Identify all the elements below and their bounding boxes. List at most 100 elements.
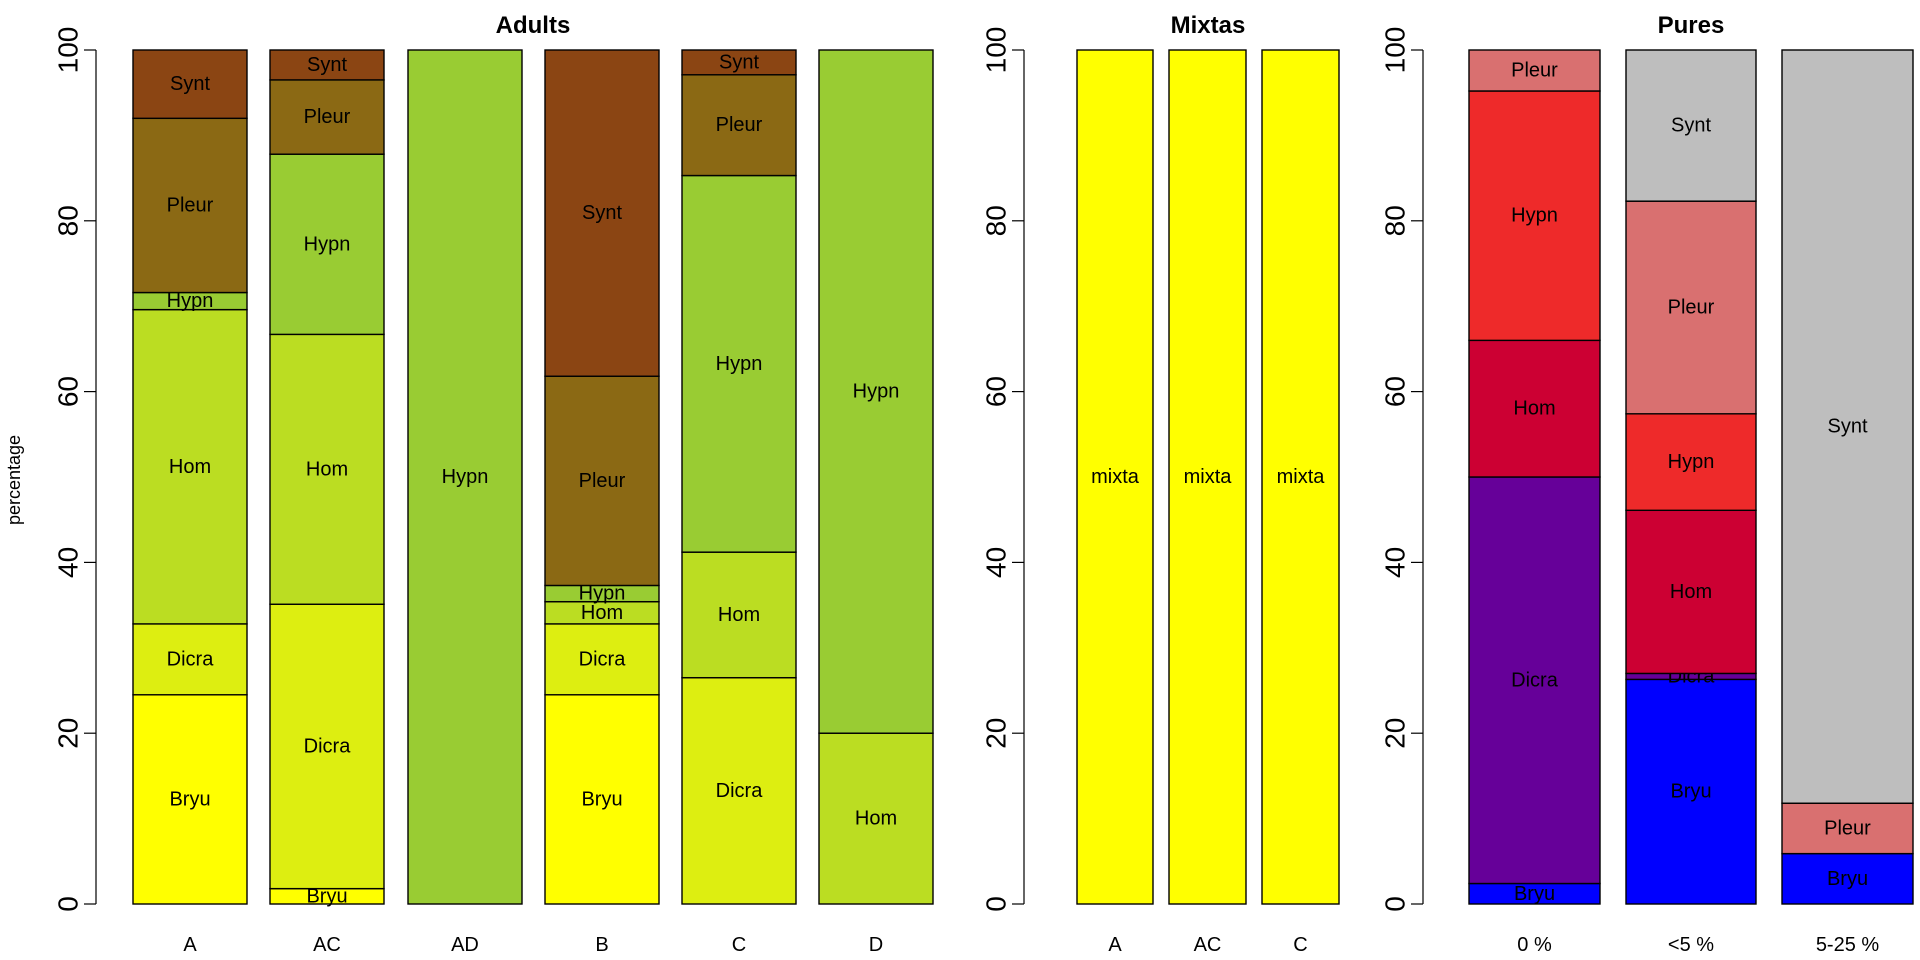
y-tick-label: 20 — [53, 718, 84, 749]
bar-a: mixta — [1076, 49, 1154, 905]
segment-label: Hom — [1670, 581, 1712, 603]
y-tick-label: 80 — [53, 205, 84, 236]
segment-label: Pleur — [1668, 296, 1715, 318]
bar-segment-bryu — [1781, 852, 1914, 905]
category-label: AD — [451, 934, 479, 956]
segment-label: Pleur — [1824, 817, 1871, 839]
segment-label: Pleur — [579, 470, 626, 492]
segment-label: Synt — [719, 51, 759, 73]
y-tick-label: 60 — [1380, 376, 1411, 407]
segment-label: Hypn — [442, 466, 489, 488]
bar-segment-hom — [681, 551, 797, 679]
bar-segment-dicra — [544, 623, 660, 696]
segment-label: Bryu — [169, 788, 210, 810]
bar-ac: mixta — [1168, 49, 1247, 905]
segment-label: mixta — [1184, 466, 1233, 488]
category-label: D — [869, 934, 883, 956]
segment-label: Dicra — [304, 735, 352, 757]
y-tick-label: 60 — [981, 376, 1012, 407]
segment-label: Hom — [306, 458, 348, 480]
segment-label: Hypn — [167, 290, 214, 312]
bar-segment-hypn — [1468, 90, 1601, 342]
bar-segment-pleur — [1781, 802, 1914, 855]
segment-label: Hom — [1513, 398, 1555, 420]
chart-panels: Adults020406080100BryuDicraHomHypnPleurS… — [53, 12, 1914, 956]
y-axis-label: percentage — [4, 435, 24, 525]
segment-label: mixta — [1091, 466, 1140, 488]
bar-segment-synt — [681, 49, 797, 76]
y-tick-label: 0 — [1380, 896, 1411, 912]
y-tick-label: 100 — [1380, 27, 1411, 74]
bar-segment-bryu — [1625, 678, 1757, 905]
bar-c: mixta — [1261, 49, 1340, 905]
bar-c: Dicra Hom Hypn Pleur Synt — [681, 49, 797, 905]
segment-label: Hom — [581, 602, 623, 624]
segment-label: Synt — [582, 202, 622, 224]
y-tick-label: 80 — [981, 205, 1012, 236]
category-label: 5-25 % — [1816, 934, 1880, 956]
bar-segment-hom — [132, 308, 248, 625]
segment-label: Hypn — [716, 353, 763, 375]
bar-ac: Bryu Dicra Hom Hypn Pleur Synt — [269, 49, 385, 907]
category-label: B — [595, 934, 608, 956]
segment-label: Bryu — [306, 885, 347, 907]
category-label: A — [183, 934, 197, 956]
bar-5-25-pct: Bryu Pleur Synt — [1781, 49, 1914, 905]
bar-segment-hom — [1468, 339, 1601, 478]
category-label: AC — [313, 934, 341, 956]
bar-segment-synt — [1625, 49, 1757, 202]
bar-segment-pleur — [544, 375, 660, 587]
bar-segment-hypn — [1625, 413, 1757, 512]
bar-segment-dicra — [681, 676, 797, 905]
segment-label: Hypn — [1668, 451, 1715, 473]
category-label: AC — [1194, 934, 1222, 956]
bar-d: Hom Hypn — [818, 49, 934, 905]
y-tick-label: 100 — [981, 27, 1012, 74]
segment-label: Bryu — [1514, 883, 1555, 905]
bar-segment-pleur — [681, 74, 797, 177]
bar-segment-hypn — [818, 49, 934, 734]
segment-label: Pleur — [1511, 59, 1558, 81]
bar-segment-mixta — [1261, 49, 1340, 905]
bar-segment-bryu — [544, 694, 660, 905]
bar-segment-hom — [1625, 509, 1757, 675]
panel-adults: Adults020406080100BryuDicraHomHypnPleurS… — [53, 12, 934, 956]
segment-label: Hom — [855, 808, 897, 830]
bar-segment-dicra — [132, 623, 248, 696]
segment-label: Bryu — [1670, 781, 1711, 803]
segment-label: mixta — [1277, 466, 1326, 488]
segment-label: Hypn — [853, 381, 900, 403]
y-tick-label: 40 — [981, 547, 1012, 578]
panel-title: Adults — [496, 12, 571, 39]
segment-label: Dicra — [716, 780, 764, 802]
segment-label: Dicra — [167, 648, 215, 670]
bar-segment-synt — [1781, 49, 1914, 804]
y-tick-label: 0 — [981, 896, 1012, 912]
category-label: C — [1293, 934, 1307, 956]
bar-segment-pleur — [1625, 200, 1757, 415]
segment-label: Hom — [169, 456, 211, 478]
bar-segment-dicra — [1468, 476, 1601, 885]
bar-segment-hom — [818, 732, 934, 905]
segment-label: Hypn — [304, 233, 351, 255]
bar-segment-synt — [132, 49, 248, 120]
panel-title: Mixtas — [1171, 12, 1246, 39]
y-tick-label: 40 — [1380, 547, 1411, 578]
panel-title: Pures — [1658, 12, 1725, 39]
y-tick-label: 80 — [1380, 205, 1411, 236]
segment-label: Dicra — [1511, 669, 1559, 691]
category-label: A — [1108, 934, 1122, 956]
bar-segment-bryu — [132, 694, 248, 905]
bar-segment-synt — [269, 49, 385, 81]
bar-0-pct: Bryu Dicra Hom Hypn Pleur — [1468, 49, 1601, 905]
bar-segment-mixta — [1076, 49, 1154, 905]
bar-segment-dicra — [269, 603, 385, 890]
segment-label: Hypn — [1511, 205, 1558, 227]
y-tick-label: 20 — [1380, 718, 1411, 749]
category-label: 0 % — [1517, 934, 1552, 956]
category-label: C — [732, 934, 746, 956]
